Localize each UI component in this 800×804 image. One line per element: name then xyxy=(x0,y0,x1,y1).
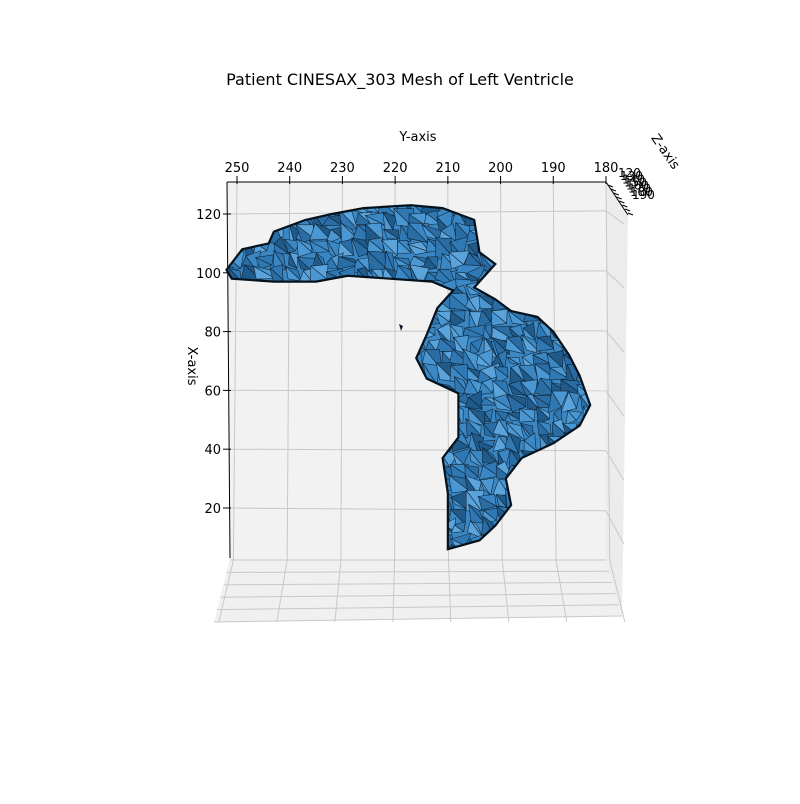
mesh-face xyxy=(218,412,225,426)
x-tick-label: 120 xyxy=(196,208,221,223)
z-tick-mark xyxy=(625,209,630,211)
x-tick-label: 100 xyxy=(196,267,221,282)
mesh-face xyxy=(212,339,229,356)
y-tick-label: 200 xyxy=(488,161,513,176)
mesh-face xyxy=(218,405,226,423)
mesh-face xyxy=(212,339,225,356)
chart-title: Patient CINESAX_303 Mesh of Left Ventric… xyxy=(0,70,800,89)
mesh-face xyxy=(213,546,230,560)
mesh-face xyxy=(217,561,227,577)
mesh-face xyxy=(211,423,230,439)
y-tick-label: 220 xyxy=(383,161,408,176)
x-tick-label: 80 xyxy=(204,326,221,341)
mesh-face xyxy=(212,524,228,538)
mesh-face xyxy=(213,357,229,367)
y-tick-label: 230 xyxy=(330,161,355,176)
mesh-face xyxy=(218,364,230,383)
mesh-face xyxy=(211,239,229,253)
x-tick-label: 60 xyxy=(204,384,221,399)
mesh-face xyxy=(215,183,226,203)
mesh-face xyxy=(214,296,228,309)
mesh-face xyxy=(211,223,227,245)
y-tick-label: 190 xyxy=(541,161,566,176)
y-tick-label: 210 xyxy=(435,161,460,176)
mesh-face xyxy=(214,532,227,552)
mesh-face xyxy=(217,561,227,580)
mesh-face xyxy=(214,369,230,383)
mesh-face xyxy=(213,482,229,494)
mesh-face xyxy=(214,293,229,309)
y-axis-label: Y-axis xyxy=(398,130,436,145)
y-tick-label: 180 xyxy=(594,161,619,176)
mesh-face xyxy=(213,550,230,562)
mesh-face xyxy=(212,524,231,538)
mesh-face xyxy=(213,354,229,367)
mesh-face xyxy=(211,223,227,245)
x-tick-label: 20 xyxy=(204,502,221,517)
x-tick-label: 40 xyxy=(204,443,221,458)
y-tick-label: 240 xyxy=(277,161,302,176)
x-axis-label: X-axis xyxy=(184,347,199,386)
y-tick-label: 250 xyxy=(225,161,250,176)
z-axis-label: Z-axis xyxy=(647,132,682,173)
z-tick-mark xyxy=(628,213,633,215)
mesh-face xyxy=(213,478,229,489)
z-tick-label: 190 xyxy=(632,188,655,202)
mesh-face xyxy=(214,186,225,203)
